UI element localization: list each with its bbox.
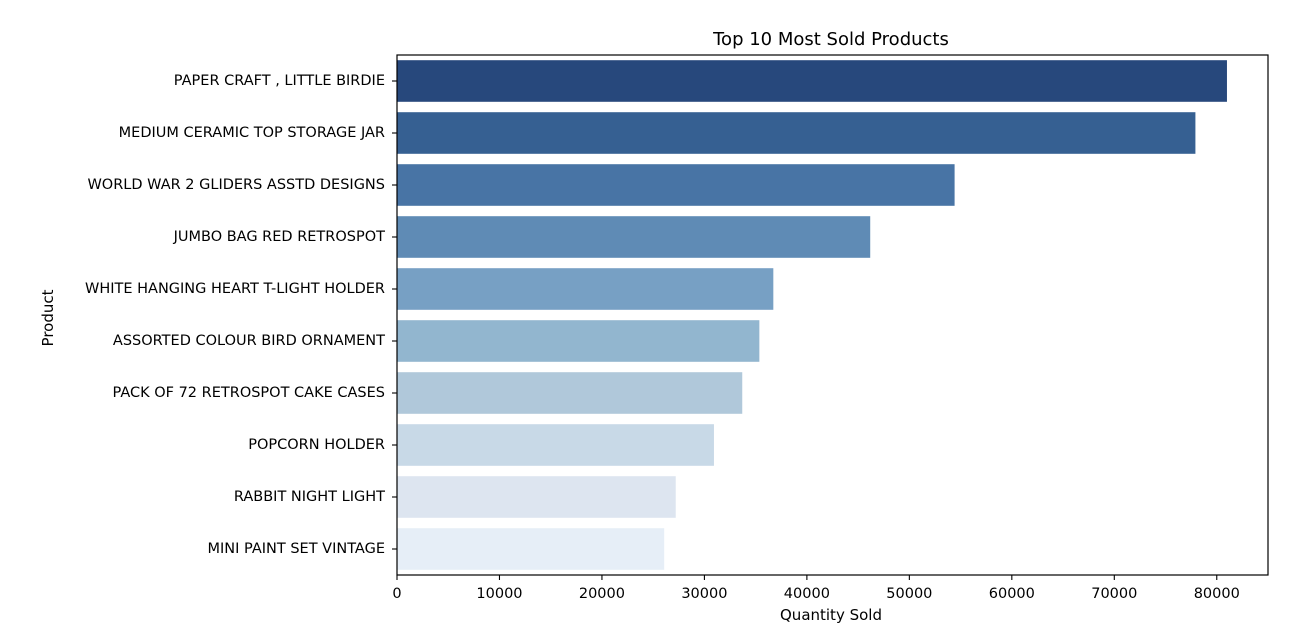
- x-axis-ticks: 0 10000 20000 30000 40000 50000 60000 70000 8000…: [392, 575, 1240, 602]
- x-axis-label: Quantity Sold: [780, 606, 882, 624]
- category-label-5: WHITE HANGING HEART T-LIGHT HOLDER: [85, 281, 385, 297]
- x-tick-label-5: 50000: [886, 586, 932, 602]
- bar-8: [397, 424, 714, 466]
- x-tick-label-4: 40000: [784, 586, 830, 602]
- category-label-6: ASSORTED COLOUR BIRD ORNAMENT: [113, 333, 385, 349]
- category-label-10: MINI PAINT SET VINTAGE: [207, 541, 385, 557]
- x-tick-label-3: 30000: [681, 586, 727, 602]
- x-tick-label-2: 20000: [579, 586, 625, 602]
- category-label-1: PAPER CRAFT , LITTLE BIRDIE: [174, 73, 385, 89]
- bar-5: [397, 268, 774, 310]
- bar-7: [397, 372, 743, 414]
- bar-3: [397, 164, 955, 206]
- x-tick-label-0: 0: [392, 586, 401, 602]
- x-tick-label-8: 80000: [1194, 586, 1240, 602]
- category-label-8: POPCORN HOLDER: [248, 437, 385, 453]
- y-axis-label: Product: [39, 289, 57, 346]
- category-label-9: RABBIT NIGHT LIGHT: [234, 489, 385, 505]
- category-label-7: PACK OF 72 RETROSPOT CAKE CASES: [113, 385, 386, 401]
- chart-title: Top 10 Most Sold Products: [712, 29, 949, 50]
- bar-1: [397, 60, 1227, 102]
- x-tick-label-7: 70000: [1091, 586, 1137, 602]
- category-label-3: WORLD WAR 2 GLIDERS ASSTD DESIGNS: [87, 177, 385, 193]
- bars-group: [397, 60, 1227, 570]
- bar-2: [397, 112, 1196, 154]
- bar-9: [397, 476, 676, 518]
- x-tick-label-6: 60000: [989, 586, 1035, 602]
- x-tick-label-1: 10000: [476, 586, 522, 602]
- category-label-4: JUMBO BAG RED RETROSPOT: [173, 229, 386, 245]
- bar-6: [397, 320, 760, 362]
- bar-10: [397, 528, 665, 570]
- plot-frame: [396, 54, 1269, 576]
- category-label-2: MEDIUM CERAMIC TOP STORAGE JAR: [119, 125, 385, 141]
- category-labels: PAPER CRAFT , LITTLE BIRDIE MEDIUM CERAMI…: [85, 73, 397, 557]
- bar-4: [397, 216, 871, 258]
